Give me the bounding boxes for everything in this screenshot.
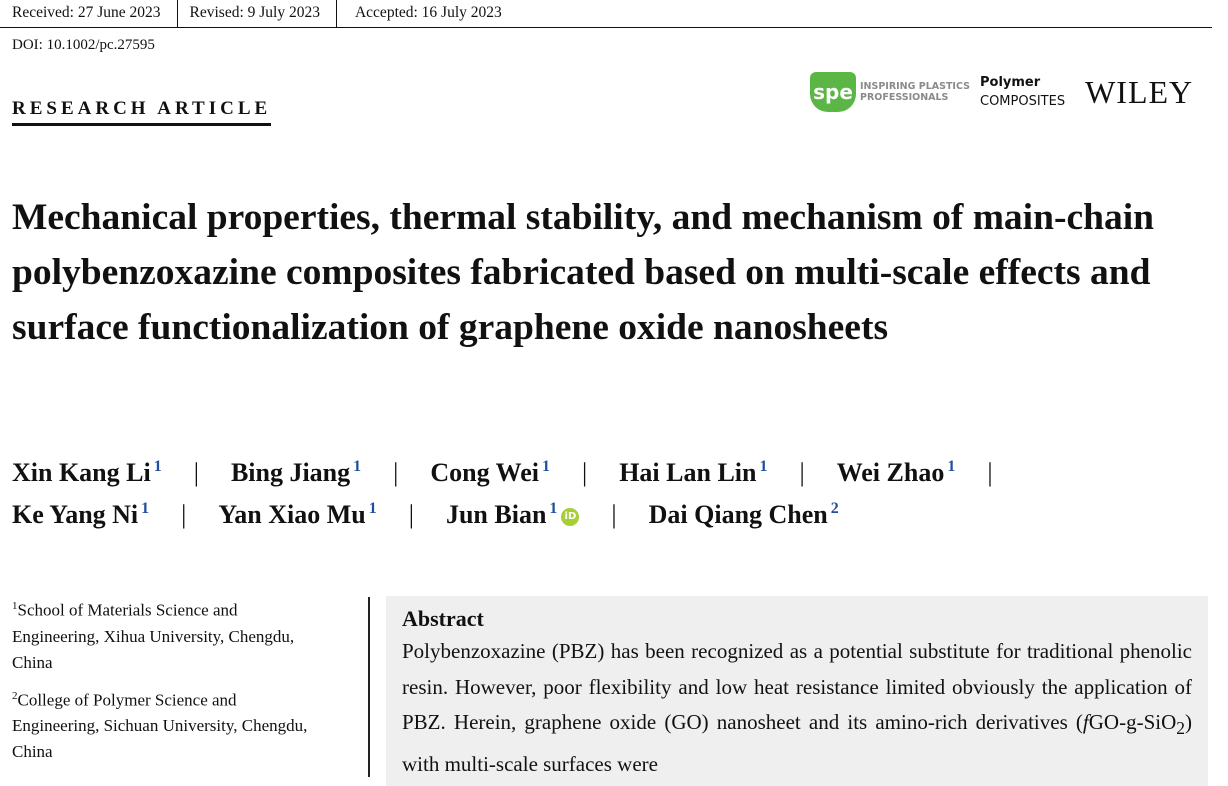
abstract-text-part: ) with multi-scale surfaces were [402,710,1192,776]
abstract-text: Polybenzoxazine (PBZ) has been recognize… [402,634,1192,782]
affiliation-1: 1School of Materials Science and Enginee… [12,593,312,676]
author[interactable]: Yan Xiao Mu 1 [218,500,376,530]
logos: spe INSPIRING PLASTICS PROFESSIONALS Pol… [810,72,1193,112]
abstract-text-part: GO-g-SiO [1088,710,1177,734]
journal-line2: COMPOSITES [980,94,1066,109]
publication-dates: Received: 27 June 2023 Revised: 9 July 2… [0,0,1212,28]
affiliation-text: School of Materials Science and Engineer… [12,600,295,672]
wiley-logo: WILEY [1085,73,1194,110]
article-type: RESEARCH ARTICLE [12,98,272,126]
article-title: Mechanical properties, thermal stability… [12,197,1154,348]
affiliation-number: 1 [12,600,18,612]
author-affiliation-marker[interactable]: 1 [759,458,768,476]
author-name[interactable]: Xin Kang Li [12,458,151,487]
author-line-2: Ke Yang Ni 1 | Yan Xiao Mu 1 | Jun Bian 1 iD | Dai… [12,500,839,530]
author-affiliation-marker[interactable]: 1 [947,458,956,476]
author[interactable]: Cong Wei 1 [430,458,550,488]
spe-logo: spe [810,72,856,112]
author-separator: | [193,458,199,487]
author-name[interactable]: Bing Jiang [230,458,351,487]
author-name[interactable]: Yan Xiao Mu [218,500,366,529]
author-separator: | [611,500,617,529]
author-separator: | [987,458,993,487]
author-separator: | [408,500,414,529]
author-name[interactable]: Wei Zhao [836,458,945,487]
author-affiliation-marker[interactable]: 2 [830,500,839,518]
spe-tagline: INSPIRING PLASTICS PROFESSIONALS [860,81,970,103]
abstract-heading: Abstract [402,606,484,631]
author-separator: | [181,500,187,529]
author-affiliation-marker[interactable]: 1 [549,500,558,518]
author-affiliation-marker[interactable]: 1 [541,458,550,476]
author[interactable]: Bing Jiang 1 [231,458,361,488]
author[interactable]: Dai Qiang Chen 2 [649,500,839,530]
author-name[interactable]: Ke Yang Ni [12,500,139,529]
abstract-box: Abstract Polybenzoxazine (PBZ) has been … [386,596,1208,786]
divider [368,597,370,777]
author[interactable]: Wei Zhao 1 [837,458,956,488]
affiliation-number: 2 [12,689,18,702]
affiliations: 1School of Materials Science and Enginee… [12,593,312,772]
author-separator: | [393,458,399,487]
author-affiliation-marker[interactable]: 1 [153,458,162,476]
accepted-date: Accepted: 16 July 2023 [354,4,502,21]
journal-logo: Polymer COMPOSITES [980,73,1065,111]
author-affiliation-marker[interactable]: 1 [368,500,377,518]
doi[interactable]: DOI: 10.1002/pc.27595 [12,37,155,53]
author[interactable]: Ke Yang Ni 1 [12,500,149,530]
abstract-text-sub: 2 [1176,718,1185,739]
author-affiliation-marker[interactable]: 1 [141,500,150,518]
author-line-1: Xin Kang Li 1 | Bing Jiang 1 | Cong Wei 1 | Hai L… [12,458,1025,488]
abstract-text-part: Polybenzoxazine (PBZ) has been recognize… [402,639,1192,734]
author[interactable]: Xin Kang Li 1 [12,458,162,488]
author-name[interactable]: Hai Lan Lin [619,458,757,487]
author-affiliation-marker[interactable]: 1 [353,458,362,476]
author-separator: | [799,458,805,487]
affiliation-2: 2College of Polymer Science and Engineer… [12,683,312,766]
affiliation-text: College of Polymer Science and Engineeri… [12,690,308,762]
received-date: Received: 27 June 2023 [0,0,178,27]
author-name[interactable]: Dai Qiang Chen [648,500,828,529]
revised-date: Revised: 9 July 2023 [178,0,337,27]
author-name[interactable]: Jun Bian [445,500,547,529]
author[interactable]: Hai Lan Lin 1 [619,458,767,488]
abstract-text-italic: f [1082,710,1089,734]
author[interactable]: Jun Bian 1 iD [445,500,580,530]
author-name[interactable]: Cong Wei [430,458,539,487]
orcid-icon[interactable]: iD [561,508,580,526]
journal-line1: Polymer [980,75,1041,90]
author-separator: | [581,458,588,487]
